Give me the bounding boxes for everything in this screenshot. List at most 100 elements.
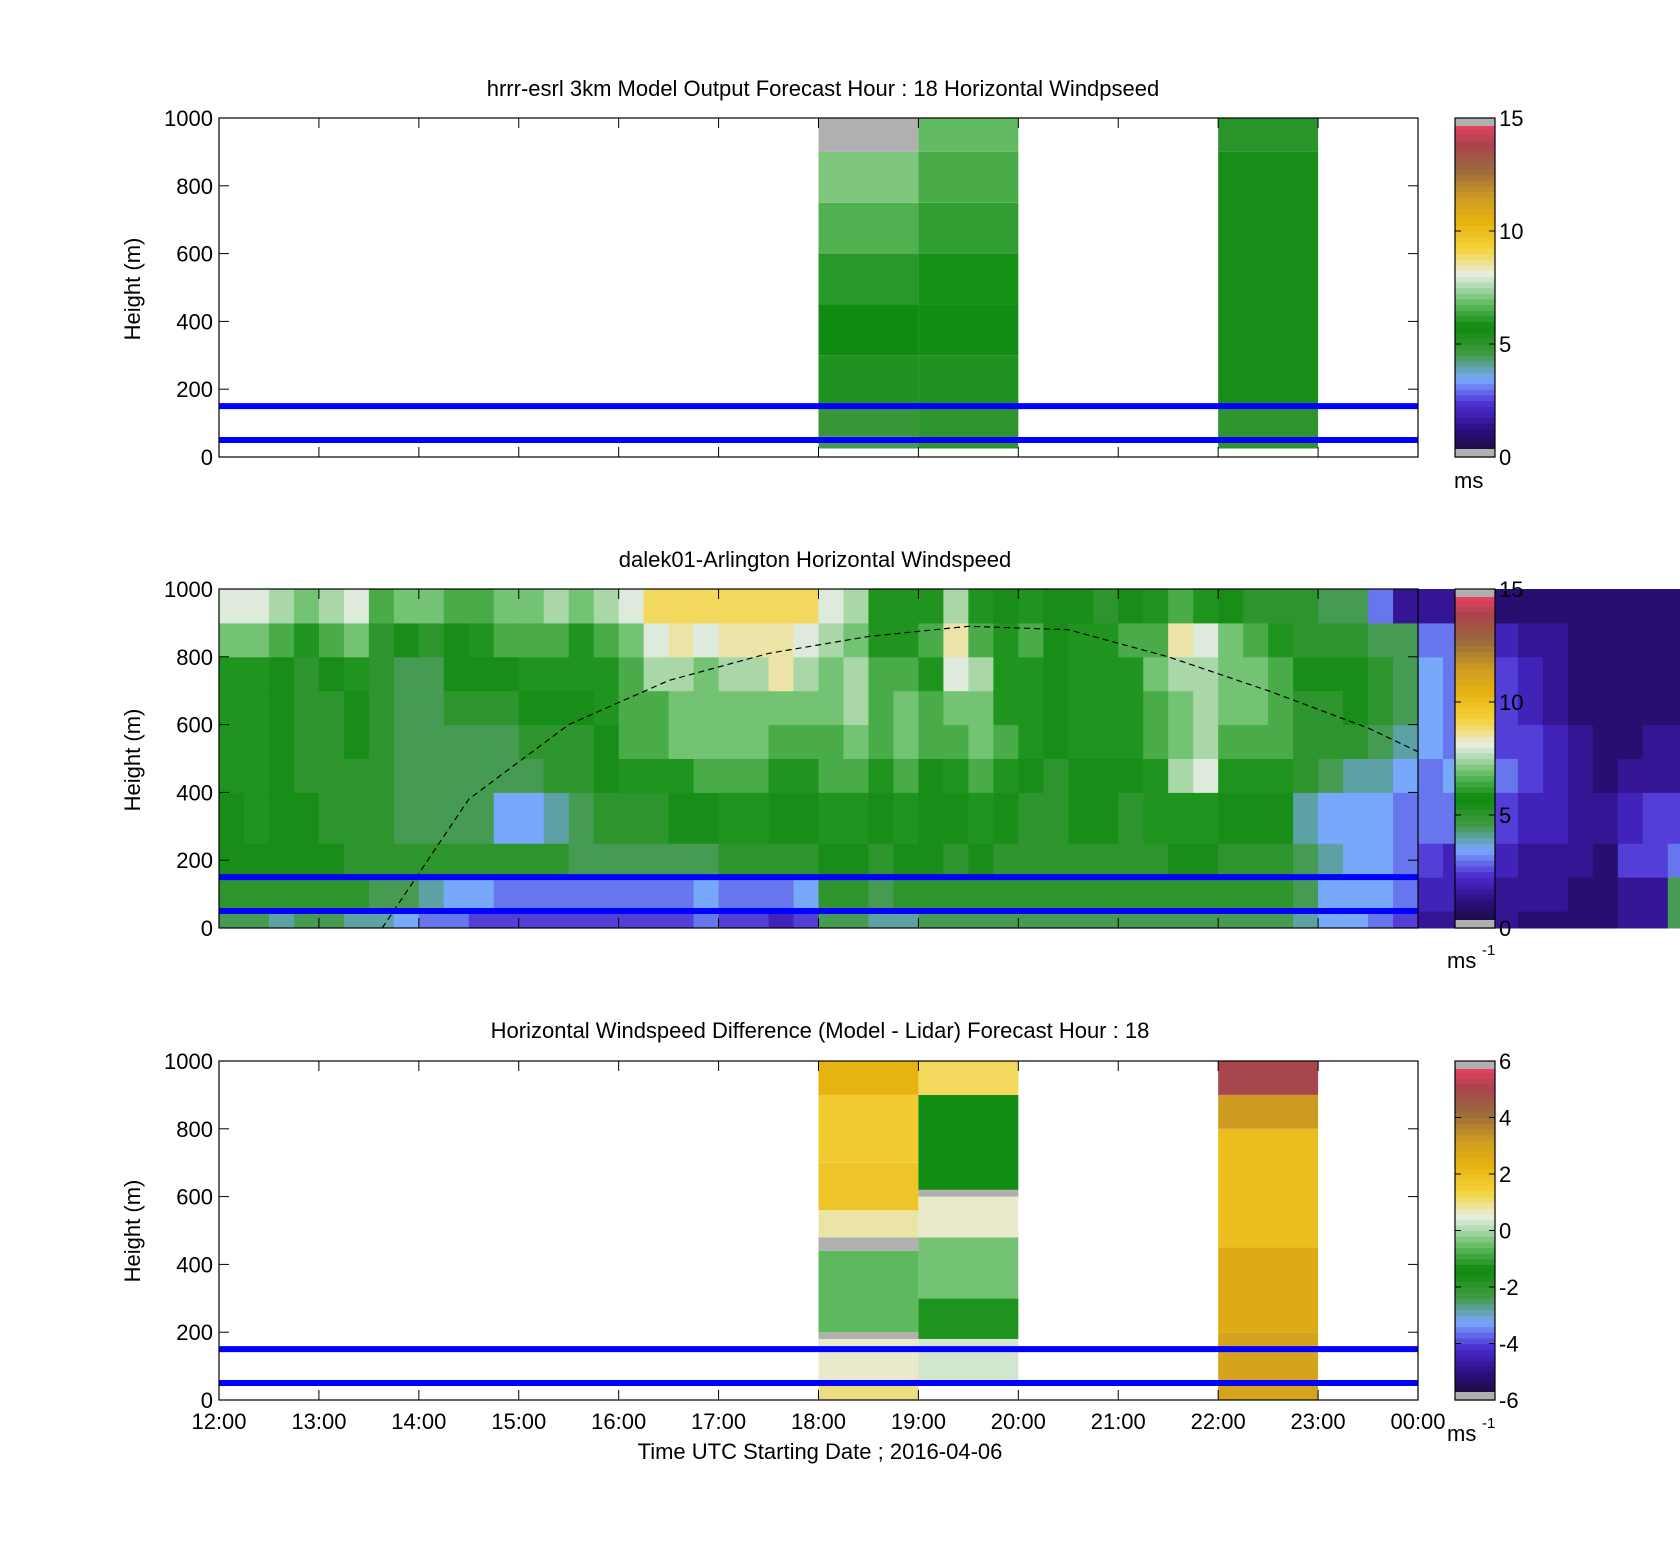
lidar-colorbar-segment bbox=[1455, 622, 1495, 630]
lidar-heatmap-cell bbox=[743, 911, 770, 929]
model-colorbar-segment bbox=[1455, 276, 1495, 283]
lidar-heatmap-cell bbox=[293, 656, 320, 692]
lidar-heatmap-cell bbox=[243, 877, 270, 912]
figure-x-axis-label: Time UTC Starting Date ; 2016-04-06 bbox=[638, 1439, 1003, 1464]
lidar-heatmap-cell bbox=[768, 877, 795, 912]
lidar-heatmap-cell bbox=[518, 622, 545, 658]
lidar-colorbar-segment bbox=[1455, 645, 1495, 652]
model-colorbar-segment bbox=[1455, 197, 1495, 204]
lidar-heatmap-cell bbox=[368, 792, 395, 844]
lidar-colorbar-segment bbox=[1455, 764, 1495, 771]
difference-heatmap-cell bbox=[1218, 1247, 1319, 1333]
model-colorbar-tick-label: 5 bbox=[1499, 332, 1511, 357]
model-colorbar-nan-top bbox=[1455, 118, 1495, 126]
lidar-heatmap-cell bbox=[818, 843, 844, 878]
lidar-heatmap-cell bbox=[293, 622, 320, 658]
lidar-heatmap-cell bbox=[968, 911, 994, 929]
lidar-heatmap-cell bbox=[268, 911, 295, 929]
lidar-heatmap-cell bbox=[1592, 911, 1619, 929]
lidar-heatmap-cell bbox=[1343, 911, 1369, 929]
lidar-heatmap-cell bbox=[743, 877, 770, 912]
lidar-heatmap-cell bbox=[1168, 758, 1194, 793]
lidar-heatmap-cell bbox=[693, 690, 720, 726]
lidar-heatmap-cell bbox=[1617, 622, 1644, 658]
lidar-heatmap-cell bbox=[493, 843, 520, 878]
lidar-heatmap-cell bbox=[293, 911, 320, 929]
lidar-heatmap-cell bbox=[1043, 792, 1069, 844]
lidar-heatmap-cell bbox=[718, 843, 745, 878]
lidar-heatmap-cell bbox=[219, 589, 245, 624]
difference-heatmap-cell bbox=[1218, 1061, 1319, 1095]
lidar-heatmap-cell bbox=[1168, 589, 1194, 624]
lidar-colorbar-segment bbox=[1455, 673, 1495, 680]
difference-colorbar-segment bbox=[1455, 1111, 1495, 1119]
lidar-heatmap-cell bbox=[1043, 843, 1069, 878]
model-colorbar-segment bbox=[1455, 377, 1495, 385]
model-colorbar-segment bbox=[1455, 151, 1495, 159]
lidar-heatmap-cell bbox=[918, 656, 944, 692]
model-colorbar-segment bbox=[1455, 344, 1495, 351]
lidar-heatmap-cell bbox=[618, 656, 645, 692]
lidar-heatmap-cell bbox=[1617, 656, 1644, 692]
lidar-heatmap-cell bbox=[1517, 724, 1544, 759]
lidar-heatmap-cell bbox=[1043, 690, 1069, 726]
lidar-heatmap-cell bbox=[943, 792, 969, 844]
lidar-heatmap-cell bbox=[1617, 589, 1644, 624]
model-colorbar-segment bbox=[1455, 214, 1495, 221]
difference-colorbar-segment bbox=[1455, 1247, 1495, 1254]
lidar-heatmap-cell bbox=[1667, 724, 1680, 759]
lidar-heatmap-cell bbox=[343, 690, 370, 726]
lidar-colorbar-tick-label: 0 bbox=[1499, 916, 1511, 941]
lidar-heatmap-cell bbox=[1093, 877, 1119, 912]
lidar-heatmap-cell bbox=[618, 792, 645, 844]
lidar-heatmap-cell bbox=[1293, 622, 1319, 658]
lidar-heatmap-cell bbox=[918, 724, 944, 759]
lidar-heatmap-cell bbox=[1393, 656, 1419, 692]
lidar-heatmap-cell bbox=[1393, 792, 1419, 844]
lidar-heatmap-cell bbox=[1318, 589, 1344, 624]
difference-colorbar-segment bbox=[1455, 1241, 1495, 1249]
lidar-heatmap-cell bbox=[1492, 758, 1519, 793]
lidar-heatmap-cell bbox=[668, 877, 695, 912]
lidar-colorbar-segment bbox=[1455, 899, 1495, 906]
lidar-heatmap-cell bbox=[1617, 877, 1644, 912]
lidar-colorbar-segment bbox=[1455, 826, 1495, 833]
lidar-heatmap-cell bbox=[1068, 843, 1094, 878]
lidar-heatmap-cell bbox=[293, 843, 320, 878]
lidar-heatmap-cell bbox=[843, 843, 869, 878]
lidar-heatmap-cell bbox=[1418, 843, 1444, 878]
lidar-colorbar-tick-label: 5 bbox=[1499, 803, 1511, 828]
lidar-heatmap-cell bbox=[418, 758, 445, 793]
lidar-heatmap-cell bbox=[818, 792, 844, 844]
lidar-heatmap-cell bbox=[1268, 656, 1294, 692]
lidar-heatmap-cell bbox=[1642, 758, 1669, 793]
lidar-heatmap-cell bbox=[1592, 792, 1619, 844]
model-heatmap-cell bbox=[818, 253, 919, 305]
lidar-heatmap-cell bbox=[568, 724, 595, 759]
difference-colorbar-segment bbox=[1455, 1123, 1495, 1130]
lidar-colorbar-segment bbox=[1455, 611, 1495, 618]
lidar-heatmap-cell bbox=[1667, 656, 1680, 692]
lidar-y-axis-label: Height (m) bbox=[120, 709, 145, 812]
lidar-heatmap-cell bbox=[1418, 758, 1444, 793]
lidar-y-tick-label: 800 bbox=[176, 645, 213, 670]
lidar-heatmap-cell bbox=[1393, 911, 1419, 929]
difference-heatmap-cell bbox=[818, 1210, 919, 1238]
lidar-heatmap-cell bbox=[1567, 589, 1594, 624]
lidar-heatmap-cell bbox=[518, 724, 545, 759]
lidar-heatmap-cell bbox=[818, 877, 844, 912]
lidar-heatmap-cell bbox=[1218, 622, 1244, 658]
difference-y-tick-label: 400 bbox=[176, 1252, 213, 1277]
lidar-heatmap-cell bbox=[543, 656, 570, 692]
lidar-heatmap-cell bbox=[843, 792, 869, 844]
lidar-heatmap-cell bbox=[493, 589, 520, 624]
lidar-heatmap-cell bbox=[1018, 589, 1044, 624]
lidar-heatmap-cell bbox=[993, 843, 1019, 878]
lidar-heatmap-cell bbox=[918, 622, 944, 658]
lidar-heatmap-cell bbox=[643, 690, 670, 726]
difference-colorbar: -6 -4 -2 0 2 4 6 bbox=[1454, 1049, 1519, 1413]
model-colorbar-segment bbox=[1455, 185, 1495, 193]
lidar-heatmap-cell bbox=[893, 690, 919, 726]
lidar-heatmap-cell bbox=[1492, 589, 1519, 624]
difference-heatmap-cell bbox=[918, 1189, 1019, 1197]
